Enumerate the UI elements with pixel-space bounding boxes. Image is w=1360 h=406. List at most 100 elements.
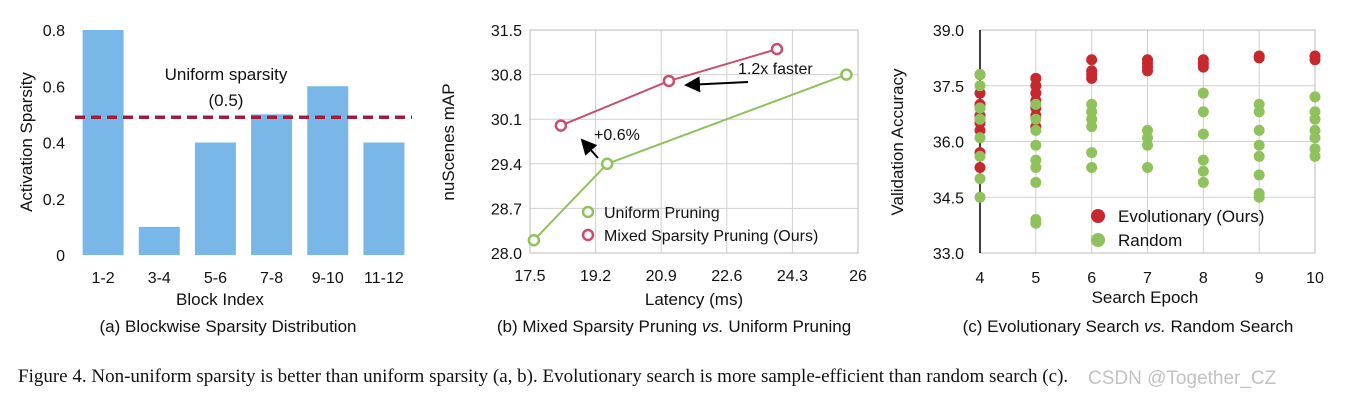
chart-a-caption: (a) Blockwise Sparsity Distribution: [100, 317, 357, 336]
x-tick-label: 20.9: [646, 268, 677, 285]
gain-annotation: +0.6%: [594, 127, 640, 144]
random-point: [1142, 162, 1153, 174]
random-point: [1197, 176, 1209, 188]
x-tick-label: 1-2: [92, 270, 115, 287]
random-point: [1309, 132, 1321, 144]
chart-c-search-comparison: 33.0 34.5 36.0 37.5 39.0 4 5 6 7 8 9 10 Evolutiona…: [888, 23, 1324, 336]
chart-a-x-axis-label: Block Index: [176, 290, 264, 309]
legend-uniform-pruning-marker: [581, 205, 595, 219]
chart-b-plot-frame: [529, 29, 859, 254]
bar: [138, 226, 180, 255]
legend-random: Random: [1118, 231, 1182, 250]
random-point: [1253, 169, 1265, 181]
bar: [194, 142, 236, 255]
bar: [307, 86, 349, 255]
x-tick-label: 7-8: [260, 270, 283, 287]
random-point: [1030, 139, 1042, 151]
y-tick-label: 30.8: [491, 68, 522, 85]
series-point: [527, 234, 541, 247]
random-point: [1253, 191, 1265, 203]
random-point: [1086, 121, 1098, 133]
random-point: [1030, 176, 1042, 188]
bar: [363, 142, 405, 255]
chart-c-x-ticks: 4 5 6 7 8 9 10: [976, 270, 1324, 287]
legend-mixed-pruning-marker: [581, 228, 595, 242]
x-tick-label: 19.2: [580, 268, 611, 285]
series-point: [662, 74, 676, 88]
uniform-sparsity-value-label: (0.5): [209, 91, 244, 110]
random-point: [974, 113, 986, 125]
random-point: [974, 173, 986, 185]
random-point: [1253, 106, 1265, 118]
faster-annotation: 1.2x faster: [738, 61, 813, 78]
random-point: [1030, 98, 1042, 110]
chart-c-y-axis-label: Validation Accuracy: [888, 68, 907, 216]
y-tick-label: 29.4: [491, 157, 522, 174]
chart-b-series: [527, 42, 853, 247]
random-point: [1030, 217, 1042, 229]
series-point: [600, 157, 614, 171]
chart-c-y-ticks: 33.0 34.5 36.0 37.5 39.0: [933, 23, 964, 263]
evolutionary-point: [1197, 61, 1209, 73]
random-point: [1197, 128, 1209, 140]
bar: [82, 30, 124, 255]
chart-b-y-axis-label: nuScenes mAP: [439, 83, 458, 200]
x-tick-label: 11-12: [364, 270, 404, 287]
chart-a-x-ticks: 1-2 3-4 5-6 7-8 9-10 11-12: [92, 270, 404, 287]
x-tick-label: 4: [976, 270, 985, 287]
random-point: [1197, 165, 1209, 177]
y-tick-label: 31.5: [491, 23, 522, 40]
random-point: [974, 132, 986, 144]
chart-c-x-axis-label: Search Epoch: [1092, 288, 1199, 307]
evolutionary-point: [1086, 72, 1098, 84]
random-point: [1253, 124, 1265, 136]
chart-a-y-axis-label: Activation Sparsity: [17, 72, 36, 212]
x-tick-label: 17.5: [514, 268, 545, 285]
chart-c-caption: (c) Evolutionary Search vs. Random Searc…: [963, 317, 1294, 336]
chart-b-legend: Uniform Pruning Mixed Sparsity Pruning (…: [581, 205, 818, 245]
faster-arrow: [684, 76, 749, 93]
random-point: [1197, 154, 1209, 166]
x-tick-label: 5: [1031, 270, 1040, 287]
chart-a-bars: [82, 30, 405, 255]
series-point: [840, 68, 853, 81]
x-tick-label: 9-10: [312, 270, 344, 287]
y-tick-label: 30.1: [491, 112, 522, 129]
y-tick-label: 0: [56, 248, 65, 265]
chart-b-x-axis-label: Latency (ms): [645, 290, 743, 309]
evolutionary-point: [974, 162, 986, 174]
random-point: [1309, 150, 1321, 162]
y-tick-label: 28.0: [491, 246, 522, 263]
chart-b-x-ticks: 17.5 19.2 20.9 22.6 24.3 26: [514, 268, 867, 285]
random-point: [1253, 150, 1265, 162]
chart-b-pruning-comparison: 28.0 28.7 29.4 30.1 30.8 31.5 17.5 19.2 20.9 22.…: [439, 23, 867, 336]
legend-mixed-pruning: Mixed Sparsity Pruning (Ours): [604, 228, 818, 245]
random-point: [1142, 139, 1153, 151]
y-tick-label: 36.0: [933, 135, 964, 152]
chart-a-blockwise-sparsity: 0 0.2 0.4 0.6 0.8 1-2 3-4 5-6 7-8 9-10 11-12 Unif…: [17, 23, 412, 336]
chart-c-points: [974, 50, 1321, 229]
y-tick-label: 39.0: [933, 23, 964, 40]
legend-evolutionary-marker: [1091, 209, 1105, 223]
y-tick-label: 0.4: [43, 136, 65, 153]
evolutionary-point: [1309, 54, 1321, 66]
random-point: [1086, 162, 1098, 174]
x-tick-label: 3-4: [148, 270, 171, 287]
random-point: [974, 191, 986, 203]
random-point: [1197, 106, 1209, 118]
x-tick-label: 9: [1255, 270, 1264, 287]
chart-b-caption: (b) Mixed Sparsity Pruning vs. Uniform P…: [497, 317, 851, 336]
random-point: [1309, 91, 1321, 103]
random-point: [974, 69, 986, 81]
random-point: [974, 102, 986, 114]
legend-evolutionary: Evolutionary (Ours): [1118, 207, 1264, 226]
uniform-sparsity-label: Uniform sparsity: [165, 65, 288, 84]
x-tick-label: 6: [1087, 270, 1096, 287]
chart-c-legend: Evolutionary (Ours) Random: [1091, 207, 1264, 250]
evolutionary-point: [1086, 54, 1098, 66]
evolutionary-point: [1142, 65, 1153, 77]
random-point: [1309, 113, 1321, 125]
random-point: [974, 80, 986, 92]
random-point: [1197, 87, 1209, 99]
